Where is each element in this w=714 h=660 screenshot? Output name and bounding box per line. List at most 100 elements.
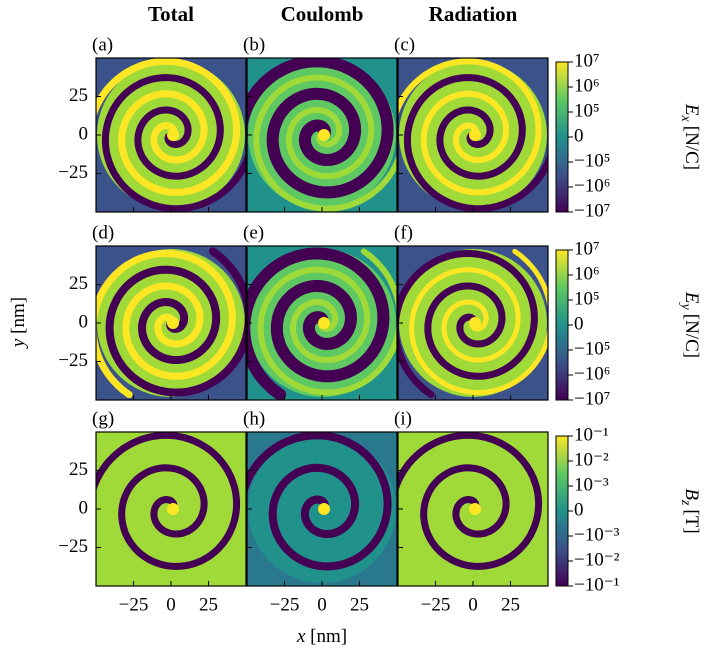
heatmap <box>96 432 246 586</box>
x-tick-label: 25 <box>199 594 218 615</box>
colorbar-subscript: x <box>678 115 693 123</box>
column-title: Coulomb <box>281 2 364 26</box>
colorbar-label: Ey [N/C] <box>678 291 702 358</box>
colorbar-tick-label: 0 <box>574 313 584 334</box>
spiral <box>96 58 241 196</box>
x-unit: [nm] <box>310 626 347 647</box>
colorbar-tick-label: 10⁷ <box>574 238 600 259</box>
colorbar-tick-label: −10⁷ <box>574 388 610 409</box>
panel-label: (d) <box>92 222 114 243</box>
spiral <box>253 74 397 212</box>
heatmap <box>398 246 548 400</box>
y-axis-label: y [nm] <box>8 297 29 349</box>
spiral <box>257 248 397 396</box>
panel-label: (g) <box>92 408 114 429</box>
colorbar-tick-label: 10⁻³ <box>574 474 609 495</box>
spiral <box>398 58 542 196</box>
spiral <box>398 432 543 570</box>
colorbar-tick-label: 10⁶ <box>574 263 600 284</box>
core <box>318 129 330 141</box>
x-symbol: x <box>296 626 306 647</box>
core <box>167 503 179 515</box>
y-tick-label: −25 <box>58 536 88 557</box>
colorbar-tick-label: 10⁵ <box>574 100 600 121</box>
colorbar-unit: [N/C] <box>681 126 702 170</box>
spiral <box>403 74 548 212</box>
y-tick-label: 25 <box>69 273 88 294</box>
colorbar-label: Bz [T] <box>678 488 702 533</box>
core <box>318 317 330 329</box>
heatmap <box>247 58 397 212</box>
heatmap <box>96 58 246 212</box>
spiral <box>247 247 390 400</box>
colorbar-tick-label: −10⁵ <box>574 150 610 171</box>
spiral <box>247 432 392 571</box>
column-title: Total <box>148 2 194 26</box>
colorbar-tick-label: −10⁷ <box>574 200 610 221</box>
x-tick-label: 0 <box>166 594 176 615</box>
colorbar-tick-label: −10⁶ <box>574 175 610 196</box>
colorbar-symbol: B <box>681 488 702 500</box>
x-tick-label: −25 <box>270 594 300 615</box>
heatmap <box>398 58 548 212</box>
core <box>167 317 179 329</box>
colorbar-tick-label: 10⁻¹ <box>574 424 609 445</box>
x-tick-label: 25 <box>501 594 520 615</box>
colorbar-label: Ex [N/C] <box>678 103 702 170</box>
colorbar-tick-label: −10⁶ <box>574 363 610 384</box>
heatmap <box>96 246 246 400</box>
core <box>167 129 179 141</box>
spiral <box>247 58 394 199</box>
spiral <box>398 250 538 399</box>
heatmap <box>247 246 397 400</box>
colorbar-tick-label: 10⁶ <box>574 75 600 96</box>
colorbar-tick-label: −10⁵ <box>574 338 610 359</box>
panel-label: (i) <box>394 408 412 429</box>
y-tick-label: −25 <box>58 162 88 183</box>
spiral <box>96 250 236 399</box>
colorbar-tick-label: 10⁵ <box>574 288 600 309</box>
heatmap <box>398 432 548 586</box>
colorbar-tick-label: 0 <box>574 125 584 146</box>
core <box>469 503 481 515</box>
core <box>469 317 481 329</box>
panel-label: (b) <box>243 34 265 55</box>
panel-label: (e) <box>243 222 264 243</box>
panel-label: (h) <box>243 408 265 429</box>
colorbar-tick-label: 10⁷ <box>574 50 600 71</box>
y-tick-label: 0 <box>79 497 89 518</box>
colorbar-subscript: z <box>678 499 693 506</box>
colorbar-unit: [N/C] <box>681 314 702 358</box>
colorbar-subscript: y <box>678 302 693 311</box>
y-tick-label: 0 <box>79 123 89 144</box>
x-tick-label: −25 <box>119 594 149 615</box>
core <box>469 129 481 141</box>
colorbar-tick-label: 0 <box>574 499 584 520</box>
colorbar-symbol: E <box>681 103 702 116</box>
x-axis-label: x [nm] <box>296 626 347 647</box>
y-tick-label: 25 <box>69 85 88 106</box>
colorbar-tick-label: −10⁻³ <box>574 524 620 545</box>
colorbar-tick-label: 10⁻² <box>574 449 609 470</box>
spiral <box>101 74 246 212</box>
colorbar-tick-label: −10⁻¹ <box>574 574 620 595</box>
colorbar <box>555 435 569 587</box>
panel-label: (f) <box>394 222 413 243</box>
heatmap <box>247 432 397 586</box>
colorbar <box>555 61 569 213</box>
y-symbol: y <box>8 338 29 349</box>
y-tick-label: 25 <box>69 459 88 480</box>
x-tick-label: 25 <box>350 594 369 615</box>
spiral <box>96 432 241 570</box>
colorbar-symbol: E <box>681 291 702 304</box>
colorbar <box>555 249 569 401</box>
core <box>318 503 330 515</box>
x-tick-label: 0 <box>317 594 327 615</box>
column-title: Radiation <box>429 2 518 26</box>
y-unit: [nm] <box>8 297 29 334</box>
x-tick-label: 0 <box>468 594 478 615</box>
panel-label: (c) <box>394 34 415 55</box>
y-tick-label: 0 <box>79 311 89 332</box>
spiral <box>409 248 548 395</box>
